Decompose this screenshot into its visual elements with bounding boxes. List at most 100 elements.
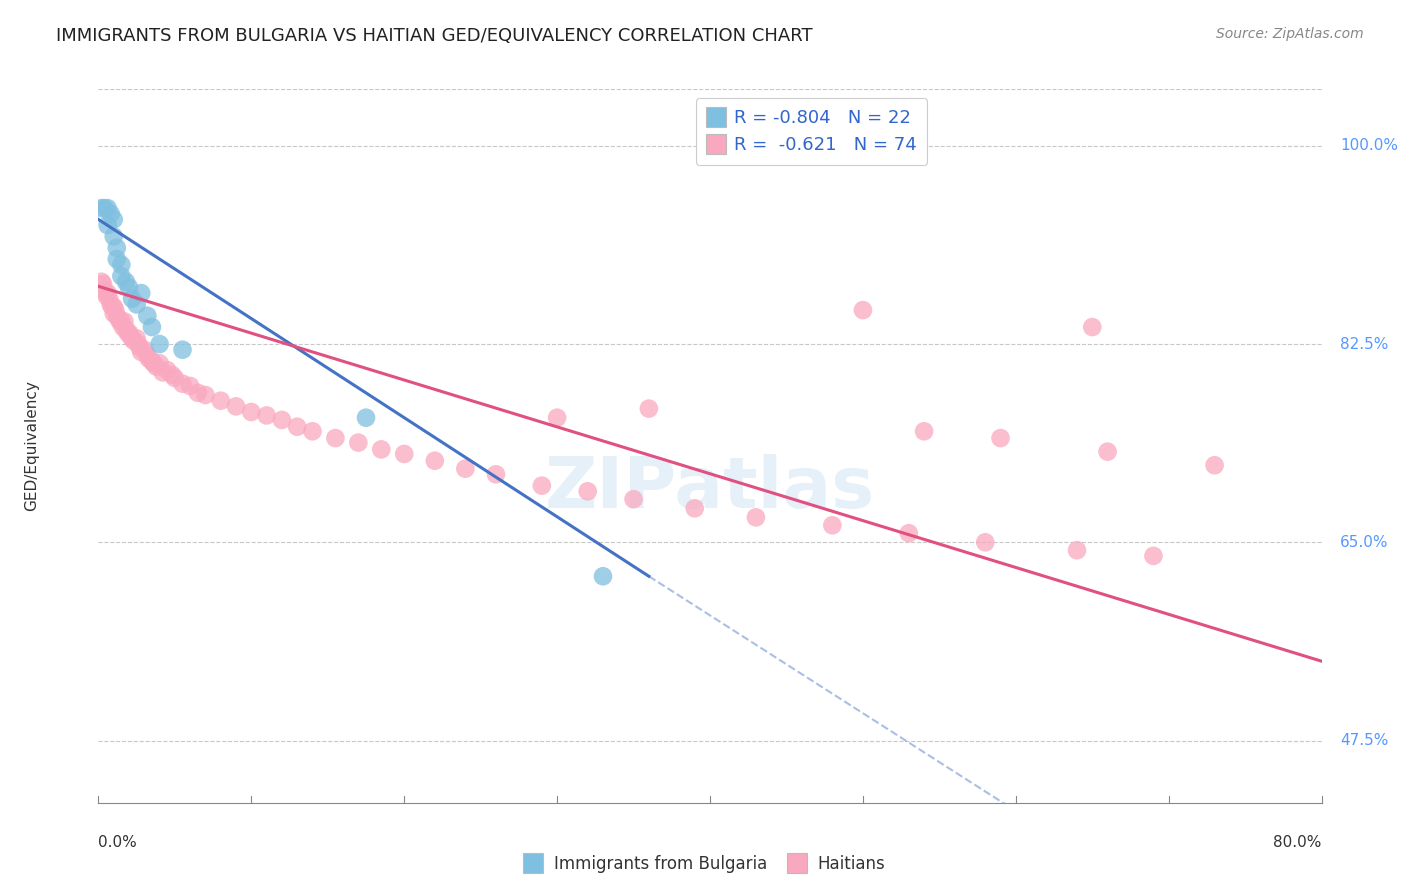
Point [110, 314, 132, 328]
Point [240, 405, 263, 419]
Point [637, 401, 661, 416]
Text: ZIPatlas: ZIPatlas [546, 454, 875, 524]
Point [112, 314, 135, 328]
Point [118, 280, 141, 294]
Point [110, 258, 132, 272]
Point [129, 345, 152, 359]
Text: 80.0%: 80.0% [1274, 835, 1322, 850]
Point [120, 329, 142, 343]
Text: 100.0%: 100.0% [1340, 138, 1398, 153]
Point [104, 303, 127, 318]
Point [912, 424, 935, 438]
Point [101, 300, 124, 314]
Text: 65.0%: 65.0% [1340, 535, 1389, 549]
Point [90, 275, 112, 289]
Point [354, 410, 377, 425]
Point [270, 413, 292, 427]
Point [98, 292, 121, 306]
Point [125, 331, 148, 345]
Point [97, 218, 120, 232]
Point [172, 376, 194, 391]
Point [93, 284, 115, 298]
Point [347, 435, 370, 450]
Point [125, 297, 148, 311]
Point [100, 297, 122, 311]
Point [105, 241, 128, 255]
Point [142, 356, 165, 370]
Point [423, 454, 446, 468]
Point [179, 379, 201, 393]
Point [103, 306, 125, 320]
Point [129, 286, 152, 301]
Point [149, 356, 172, 370]
Point [623, 492, 645, 507]
Point [91, 277, 114, 291]
Point [121, 331, 143, 345]
Point [115, 322, 138, 336]
Point [138, 351, 160, 366]
Point [93, 201, 115, 215]
Point [128, 341, 150, 355]
Point [97, 201, 120, 215]
Text: GED/Equivalency: GED/Equivalency [24, 381, 38, 511]
Point [118, 326, 141, 340]
Point [107, 311, 129, 326]
Point [1204, 458, 1226, 473]
Point [1097, 444, 1119, 458]
Point [156, 363, 179, 377]
Point [370, 442, 392, 457]
Point [485, 467, 508, 482]
Point [974, 535, 997, 549]
Point [546, 410, 568, 425]
Point [530, 478, 553, 492]
Point [103, 229, 125, 244]
Point [110, 269, 132, 284]
Point [1142, 549, 1164, 563]
Point [145, 359, 167, 374]
Legend: R = -0.804   N = 22, R =  -0.621   N = 74: R = -0.804 N = 22, R = -0.621 N = 74 [696, 98, 928, 165]
Point [134, 343, 156, 357]
Point [163, 371, 186, 385]
Point [136, 348, 159, 362]
Text: 82.5%: 82.5% [1340, 336, 1388, 351]
Point [115, 275, 138, 289]
Point [852, 303, 875, 318]
Point [1066, 543, 1088, 558]
Point [454, 461, 477, 475]
Point [821, 518, 844, 533]
Point [97, 286, 120, 301]
Point [301, 424, 323, 438]
Point [209, 393, 232, 408]
Point [105, 252, 128, 266]
Point [225, 400, 247, 414]
Point [592, 569, 614, 583]
Point [141, 354, 163, 368]
Point [325, 431, 347, 445]
Point [94, 288, 117, 302]
Point [103, 212, 125, 227]
Point [392, 447, 416, 461]
Point [172, 343, 194, 357]
Text: Source: ZipAtlas.com: Source: ZipAtlas.com [1216, 27, 1364, 41]
Point [108, 314, 131, 328]
Point [141, 320, 163, 334]
Point [187, 385, 209, 400]
Point [117, 326, 139, 340]
Point [90, 201, 112, 215]
Point [100, 207, 122, 221]
Point [136, 309, 159, 323]
Point [683, 501, 706, 516]
Point [1081, 320, 1104, 334]
Point [897, 526, 920, 541]
Text: 47.5%: 47.5% [1340, 733, 1388, 748]
Point [152, 365, 174, 379]
Legend: Immigrants from Bulgaria, Haitians: Immigrants from Bulgaria, Haitians [515, 848, 891, 880]
Text: IMMIGRANTS FROM BULGARIA VS HAITIAN GED/EQUIVALENCY CORRELATION CHART: IMMIGRANTS FROM BULGARIA VS HAITIAN GED/… [56, 27, 813, 45]
Point [194, 388, 217, 402]
Point [990, 431, 1012, 445]
Point [111, 320, 134, 334]
Point [105, 309, 128, 323]
Point [149, 337, 172, 351]
Point [121, 292, 143, 306]
Point [576, 484, 599, 499]
